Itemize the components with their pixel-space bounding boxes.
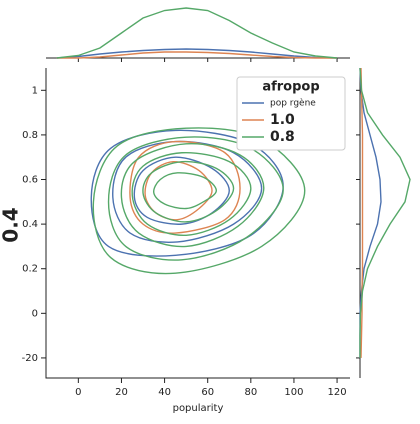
y-tick-label: 0.6 bbox=[22, 175, 38, 186]
y-tick-label: 0.4 bbox=[22, 219, 38, 230]
legend-label: 0.8 bbox=[270, 129, 295, 145]
y-tick-label: 1 bbox=[32, 85, 38, 96]
kde-contour bbox=[142, 160, 235, 223]
x-tick-label: 20 bbox=[115, 387, 128, 398]
kde-contour bbox=[131, 151, 252, 236]
x-tick-label: 100 bbox=[284, 387, 303, 398]
x-tick-label: 0 bbox=[75, 387, 81, 398]
marginal-y-curve bbox=[359, 67, 411, 358]
x-tick-label: 80 bbox=[244, 387, 257, 398]
legend-label: 1.0 bbox=[270, 112, 295, 128]
y-axis-label: 0.4 bbox=[0, 207, 23, 242]
kde-contour bbox=[90, 129, 284, 257]
marginal-x-curve bbox=[56, 7, 338, 59]
kde-contour bbox=[153, 172, 218, 210]
x-axis-label: popularity bbox=[173, 403, 224, 414]
marginal-y-curve bbox=[360, 67, 364, 358]
legend: afropop pop rgène 1.00.8 bbox=[236, 76, 346, 151]
kde-contour bbox=[107, 136, 284, 261]
x-tick-label: 40 bbox=[158, 387, 171, 398]
y-tick-label: 0 bbox=[32, 308, 38, 319]
x-tick-label: 120 bbox=[328, 387, 347, 398]
marginal-x-curve bbox=[56, 48, 338, 59]
y-tick-label: 0.2 bbox=[22, 264, 38, 275]
marginal-x-curve bbox=[56, 51, 338, 59]
kde-contour bbox=[129, 140, 241, 234]
legend-title: afropop bbox=[262, 80, 319, 95]
kde-contour bbox=[120, 142, 265, 248]
legend-box bbox=[236, 76, 346, 151]
x-tick-label: 60 bbox=[201, 387, 214, 398]
y-tick-label: -20 bbox=[22, 353, 38, 364]
kde-contour bbox=[144, 160, 213, 221]
y-tick-label: 0.8 bbox=[22, 130, 38, 141]
axis-line bbox=[45, 68, 350, 379]
legend-label: pop rgène bbox=[270, 98, 316, 109]
